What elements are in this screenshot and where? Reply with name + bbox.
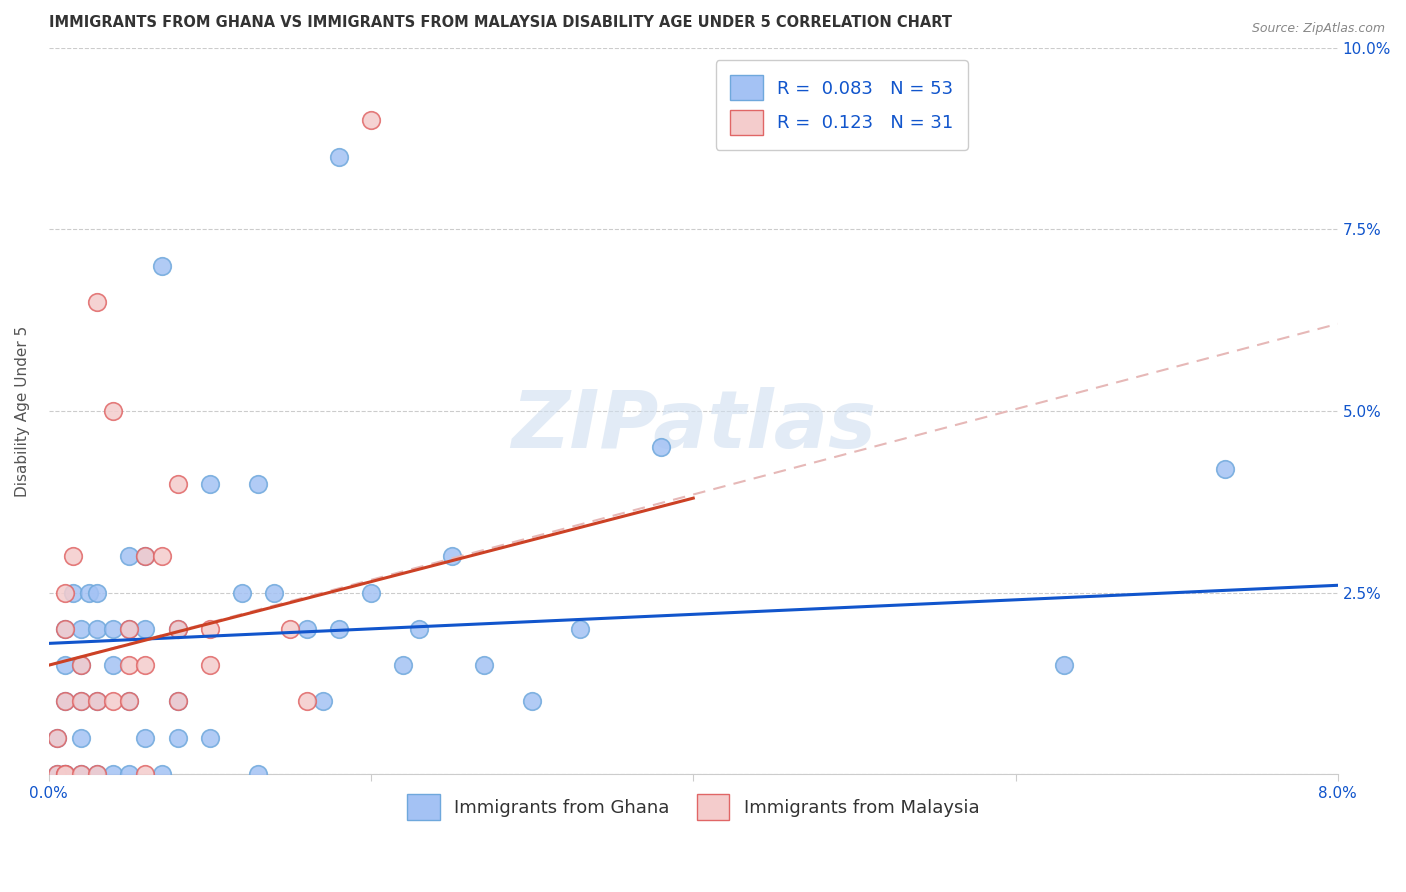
Point xyxy=(118,658,141,673)
Point xyxy=(150,549,173,564)
Point xyxy=(53,767,76,781)
Point xyxy=(118,622,141,636)
Point xyxy=(311,694,333,708)
Point xyxy=(1053,658,1076,673)
Text: IMMIGRANTS FROM GHANA VS IMMIGRANTS FROM MALAYSIA DISABILITY AGE UNDER 5 CORRELA: IMMIGRANTS FROM GHANA VS IMMIGRANTS FROM… xyxy=(49,15,952,30)
Point xyxy=(70,694,93,708)
Point xyxy=(247,767,270,781)
Point xyxy=(77,585,100,599)
Point xyxy=(103,622,125,636)
Point xyxy=(53,767,76,781)
Point xyxy=(295,694,318,708)
Point xyxy=(86,622,108,636)
Point xyxy=(360,585,382,599)
Text: Source: ZipAtlas.com: Source: ZipAtlas.com xyxy=(1251,22,1385,36)
Point xyxy=(62,549,84,564)
Point xyxy=(198,658,221,673)
Point xyxy=(70,767,93,781)
Point xyxy=(45,731,67,745)
Point xyxy=(118,694,141,708)
Point xyxy=(53,767,76,781)
Point xyxy=(166,622,188,636)
Point xyxy=(53,658,76,673)
Point xyxy=(328,622,350,636)
Point xyxy=(53,694,76,708)
Text: ZIPatlas: ZIPatlas xyxy=(510,386,876,465)
Point xyxy=(360,113,382,128)
Point xyxy=(53,694,76,708)
Y-axis label: Disability Age Under 5: Disability Age Under 5 xyxy=(15,326,30,497)
Point xyxy=(86,767,108,781)
Point xyxy=(70,731,93,745)
Point xyxy=(569,622,592,636)
Point xyxy=(118,767,141,781)
Point xyxy=(86,694,108,708)
Point xyxy=(1213,462,1236,476)
Point xyxy=(134,549,156,564)
Point xyxy=(103,658,125,673)
Point xyxy=(70,767,93,781)
Point xyxy=(150,767,173,781)
Point xyxy=(70,622,93,636)
Point xyxy=(86,295,108,310)
Point xyxy=(134,731,156,745)
Point xyxy=(231,585,253,599)
Point xyxy=(70,694,93,708)
Point xyxy=(280,622,302,636)
Point xyxy=(328,150,350,164)
Point xyxy=(53,585,76,599)
Point xyxy=(45,767,67,781)
Point xyxy=(103,767,125,781)
Point xyxy=(440,549,463,564)
Point xyxy=(118,549,141,564)
Point xyxy=(70,658,93,673)
Point xyxy=(650,440,672,454)
Point xyxy=(86,694,108,708)
Point xyxy=(118,694,141,708)
Point xyxy=(86,585,108,599)
Point xyxy=(166,694,188,708)
Point xyxy=(53,622,76,636)
Point xyxy=(62,585,84,599)
Point xyxy=(103,404,125,418)
Point xyxy=(166,622,188,636)
Point xyxy=(45,767,67,781)
Point xyxy=(118,622,141,636)
Point xyxy=(103,694,125,708)
Point xyxy=(53,622,76,636)
Point xyxy=(263,585,285,599)
Point xyxy=(408,622,430,636)
Point xyxy=(134,622,156,636)
Point xyxy=(134,767,156,781)
Point xyxy=(166,694,188,708)
Point xyxy=(295,622,318,636)
Legend: Immigrants from Ghana, Immigrants from Malaysia: Immigrants from Ghana, Immigrants from M… xyxy=(401,787,987,827)
Point xyxy=(45,731,67,745)
Point xyxy=(198,476,221,491)
Point xyxy=(70,658,93,673)
Point xyxy=(86,767,108,781)
Point xyxy=(166,476,188,491)
Point xyxy=(134,658,156,673)
Point xyxy=(134,549,156,564)
Point xyxy=(520,694,543,708)
Point xyxy=(198,622,221,636)
Point xyxy=(166,731,188,745)
Point xyxy=(198,731,221,745)
Point xyxy=(472,658,495,673)
Point xyxy=(150,259,173,273)
Point xyxy=(392,658,415,673)
Point xyxy=(53,767,76,781)
Point xyxy=(247,476,270,491)
